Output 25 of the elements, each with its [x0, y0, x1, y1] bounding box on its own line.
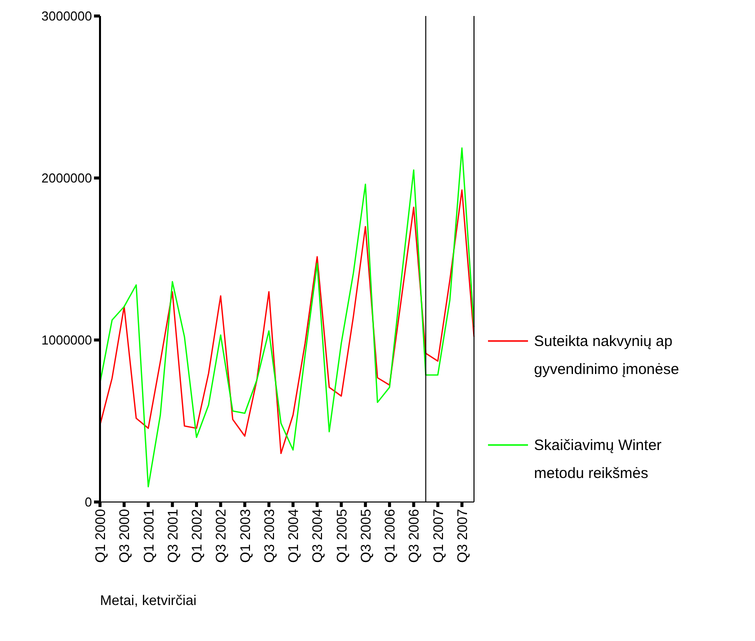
x-tick-label: Q1 2000: [92, 508, 108, 563]
x-tick-label: Q3 2004: [309, 508, 326, 563]
x-tick-label: Q1 2005: [333, 508, 350, 563]
x-tick-label: Q1 2001: [140, 508, 156, 563]
x-tick-label: Q3 2006: [406, 508, 422, 563]
x-tick-label: Q3 2001: [164, 508, 180, 563]
y-tick-label: 2000000: [41, 170, 92, 186]
line-series: [99, 147, 475, 488]
x-tick-label: Q3 2007: [454, 508, 470, 563]
legend-label: Skaičiavimų Winter metodu reikšmės: [534, 437, 662, 482]
y-tick-label: 0: [84, 494, 92, 510]
x-tick-label: Q1 2002: [188, 508, 205, 563]
x-tick-label: Q1 2004: [285, 508, 302, 563]
x-tick-label: Q3 2003: [260, 508, 277, 563]
x-axis-title: Metai, ketvirčiai: [100, 592, 196, 608]
line-series: [99, 189, 475, 454]
y-tick-label: 1000000: [41, 332, 92, 348]
legend-label: Suteikta nakvynių ap gyvendinimo įmonėse: [534, 333, 680, 378]
x-tick-label: Q1 2003: [236, 508, 253, 563]
x-tick-label: Q3 2002: [212, 508, 229, 563]
x-tick-label: Q1 2006: [382, 508, 398, 563]
y-tick-label: 3000000: [41, 8, 92, 24]
x-tick-label: Q1 2007: [430, 508, 446, 563]
x-tick-label: Q3 2000: [116, 508, 132, 563]
x-tick-label: Q3 2005: [357, 508, 374, 563]
